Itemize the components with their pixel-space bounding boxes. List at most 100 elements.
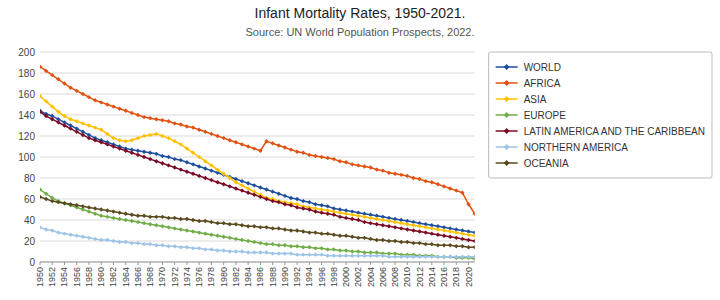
point — [221, 182, 225, 186]
point — [405, 174, 409, 178]
point — [111, 104, 115, 108]
point — [387, 224, 391, 228]
point — [375, 222, 379, 226]
x-tick-label: 1980 — [219, 267, 229, 287]
point — [375, 167, 379, 171]
point — [338, 159, 342, 163]
legend-label: OCEANIA — [524, 158, 569, 169]
point — [307, 230, 311, 234]
point — [142, 214, 146, 218]
x-tick — [297, 262, 298, 265]
point — [191, 246, 195, 250]
point — [154, 223, 158, 227]
x-tick-label: 1984 — [243, 267, 253, 287]
point — [136, 220, 140, 224]
point — [56, 120, 60, 124]
x-tick-label: 1976 — [194, 267, 204, 287]
x-tick-label: 2008 — [390, 267, 400, 287]
legend-label: AFRICA — [524, 78, 561, 89]
point — [460, 237, 464, 241]
point — [460, 231, 464, 235]
point — [44, 99, 48, 103]
point — [264, 187, 268, 191]
point — [381, 218, 385, 222]
point — [166, 244, 170, 248]
point — [448, 243, 452, 247]
x-tick-label: 1962 — [108, 267, 118, 287]
legend: WORLDAFRICAASIAEUROPELATIN AMERICA AND T… — [489, 52, 712, 178]
point — [393, 255, 397, 259]
point — [93, 125, 97, 129]
point — [301, 229, 305, 233]
series-line — [40, 111, 475, 233]
x-tick-label: 2004 — [366, 267, 376, 287]
point — [350, 162, 354, 166]
point — [130, 219, 134, 223]
point — [387, 255, 391, 259]
point — [338, 248, 342, 252]
point — [87, 136, 91, 140]
point — [454, 244, 458, 248]
point — [362, 220, 366, 224]
point — [454, 230, 458, 234]
x-tick — [272, 262, 273, 265]
point — [93, 212, 97, 216]
point — [344, 212, 348, 216]
x-tick — [260, 262, 261, 265]
x-tick-label: 1956 — [72, 267, 82, 287]
series-line — [40, 197, 475, 247]
point — [56, 200, 60, 204]
series — [40, 225, 475, 259]
point — [160, 154, 164, 158]
point — [319, 155, 323, 159]
point — [172, 157, 176, 161]
point — [87, 123, 91, 127]
point — [179, 142, 183, 146]
point — [289, 228, 293, 232]
x-tick — [88, 262, 89, 265]
x-tick — [321, 262, 322, 265]
point — [270, 226, 274, 230]
point — [105, 132, 109, 136]
point — [338, 210, 342, 214]
point — [246, 191, 250, 195]
point — [436, 182, 440, 186]
x-tick — [358, 262, 359, 265]
point — [472, 234, 474, 238]
y-tick-label: 160 — [18, 89, 35, 100]
series-line — [40, 67, 475, 214]
point — [197, 246, 201, 250]
x-tick-label: 2000 — [341, 267, 351, 287]
x-tick-label: 1968 — [145, 267, 155, 287]
x-tick — [468, 262, 469, 265]
point — [252, 183, 256, 187]
point — [75, 89, 79, 93]
point — [148, 133, 152, 137]
point — [332, 233, 336, 237]
point — [124, 212, 128, 216]
point — [368, 237, 372, 241]
point — [442, 234, 446, 238]
grid-line — [40, 94, 475, 95]
point — [50, 73, 54, 77]
x-tick — [346, 262, 347, 265]
legend-marker — [504, 128, 510, 134]
point — [405, 255, 409, 259]
point — [289, 147, 293, 151]
x-tick — [235, 262, 236, 265]
x-tick — [76, 262, 77, 265]
point — [221, 172, 225, 176]
point — [179, 122, 183, 126]
point — [166, 225, 170, 229]
point — [185, 217, 189, 221]
point — [423, 230, 427, 234]
point — [313, 230, 317, 234]
x-tick-label: 1952 — [47, 267, 57, 287]
point — [277, 143, 281, 147]
point — [399, 226, 403, 230]
point — [326, 156, 330, 160]
point — [75, 119, 79, 123]
point — [166, 163, 170, 167]
point — [105, 208, 109, 212]
point — [430, 226, 434, 230]
